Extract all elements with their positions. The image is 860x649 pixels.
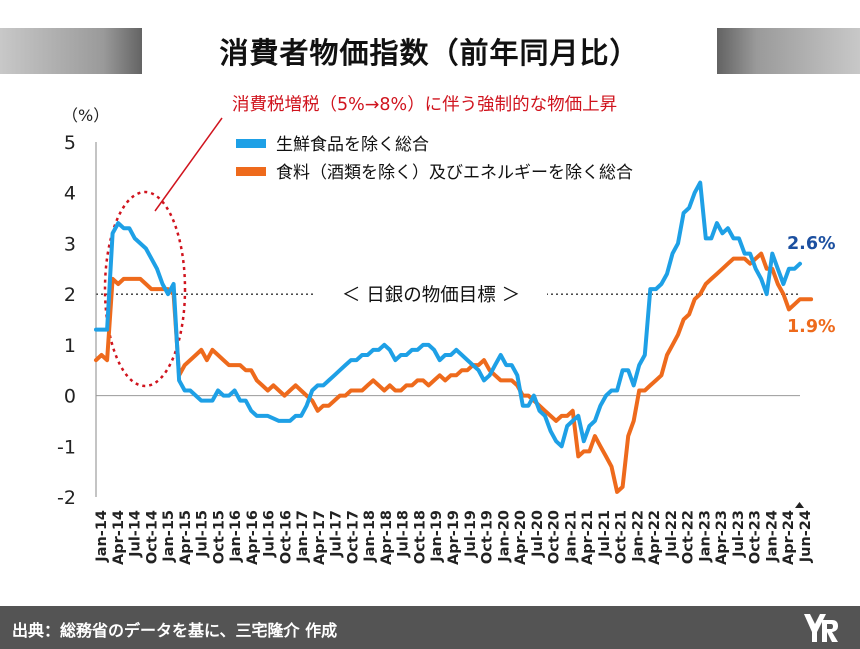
target-label: ＜ 日銀の物価目標 ＞ xyxy=(342,285,520,306)
chart-title: 消費者物価指数（前年同月比） xyxy=(219,36,640,70)
x-tick-label: Jul-19 xyxy=(463,510,479,558)
x-tick-label: Apr-18 xyxy=(379,510,395,565)
x-tick-label: Jan-24 xyxy=(764,510,780,563)
x-tick-label: Oct-21 xyxy=(614,510,630,564)
x-tick-label: Oct-23 xyxy=(748,510,764,564)
x-tick-label: Apr-17 xyxy=(312,510,328,565)
annotation-leader xyxy=(154,117,223,212)
y-tick-label: 5 xyxy=(64,132,76,154)
series-layer xyxy=(94,180,814,494)
legend-label: 食料（酒類を除く）及びエネルギーを除く総合 xyxy=(276,163,633,183)
x-tick-label: Oct-15 xyxy=(211,510,227,564)
x-tick-label: Oct-17 xyxy=(345,510,361,564)
x-tick-label: Jul-17 xyxy=(329,510,345,558)
y-tick-label: 4 xyxy=(64,183,76,205)
y-tick-label: 3 xyxy=(64,233,76,255)
x-tick-label: Jan-23 xyxy=(697,510,713,563)
x-tick-label: Oct-19 xyxy=(480,510,496,564)
y-axis-unit: （%） xyxy=(62,106,109,125)
x-tick-label: Jan-22 xyxy=(630,510,646,563)
logo-icon xyxy=(804,614,838,642)
x-tick-label: Jan-20 xyxy=(496,510,512,563)
axis-end-arrow-icon xyxy=(795,502,804,508)
x-tick-label: Jul-20 xyxy=(530,510,546,558)
source-text: 出典：総務省のデータを基に、三宅隆介 作成 xyxy=(12,621,338,640)
x-tick-label: Jun-24 xyxy=(798,510,814,563)
x-tick-label: Jul-23 xyxy=(731,510,747,558)
x-tick-label: Jan-17 xyxy=(295,510,311,563)
title-box: 消費者物価指数（前年同月比） xyxy=(142,24,717,78)
x-tick-label: Oct-22 xyxy=(681,510,697,564)
x-tick-label: Jul-18 xyxy=(396,510,412,558)
x-tick-label: Jul-15 xyxy=(195,510,211,558)
series-line-orange xyxy=(94,251,814,494)
footer: 出典：総務省のデータを基に、三宅隆介 作成 xyxy=(0,606,860,649)
highlight-ellipse xyxy=(103,190,187,388)
x-tick-label: Jan-19 xyxy=(429,510,445,563)
series-line-blue xyxy=(94,180,802,449)
x-tick-label: Jan-15 xyxy=(161,510,177,563)
y-tick-label: 1 xyxy=(64,335,76,357)
x-tick-label: Oct-18 xyxy=(412,510,428,564)
x-tick-label: Apr-23 xyxy=(714,510,730,565)
x-tick-label: Apr-22 xyxy=(647,510,663,565)
annotation-text: 消費税増税（5%→8%）に伴う強制的な物価上昇 xyxy=(232,95,617,115)
x-tick-label: Apr-15 xyxy=(178,510,194,565)
legend-swatch xyxy=(236,139,266,148)
end-label-blue: 2.6% xyxy=(787,234,836,254)
y-tick-label: -1 xyxy=(57,436,76,458)
x-tick-label: Jan-14 xyxy=(94,510,110,563)
x-tick-label: Apr-24 xyxy=(781,510,797,565)
x-tick-label: Apr-16 xyxy=(245,510,261,565)
legend-swatch xyxy=(236,167,266,176)
label-layer: 消費税増税（5%→8%）に伴う強制的な物価上昇 ＜ 日銀の物価目標 ＞ 生鮮食品を除… xyxy=(232,95,836,337)
x-tick-label: Apr-20 xyxy=(513,510,529,565)
x-tick-label: Jul-16 xyxy=(262,510,278,558)
x-tick-label: Apr-21 xyxy=(580,510,596,565)
x-tick-label: Jul-14 xyxy=(128,510,144,558)
y-tick-label: 0 xyxy=(64,386,76,408)
target-label-box xyxy=(315,279,547,310)
x-tick-label: Apr-19 xyxy=(446,510,462,565)
x-tick-label: Jul-21 xyxy=(597,510,613,558)
annotation-layer xyxy=(103,117,223,388)
y-tick-label: -2 xyxy=(57,487,76,509)
x-tick-label: Oct-14 xyxy=(144,510,160,564)
x-tick-label: Oct-20 xyxy=(547,510,563,564)
x-tick-label: Jan-21 xyxy=(563,510,579,563)
legend-label: 生鮮食品を除く総合 xyxy=(276,135,429,155)
y-tick-label: 2 xyxy=(64,284,76,306)
end-label-orange: 1.9% xyxy=(787,317,836,337)
x-tick-label: Apr-14 xyxy=(111,510,127,565)
x-tick-label: Jul-22 xyxy=(664,510,680,558)
x-tick-label: Oct-16 xyxy=(278,510,294,564)
x-tick-label: Jan-18 xyxy=(362,510,378,563)
x-tick-label: Jan-16 xyxy=(228,510,244,563)
